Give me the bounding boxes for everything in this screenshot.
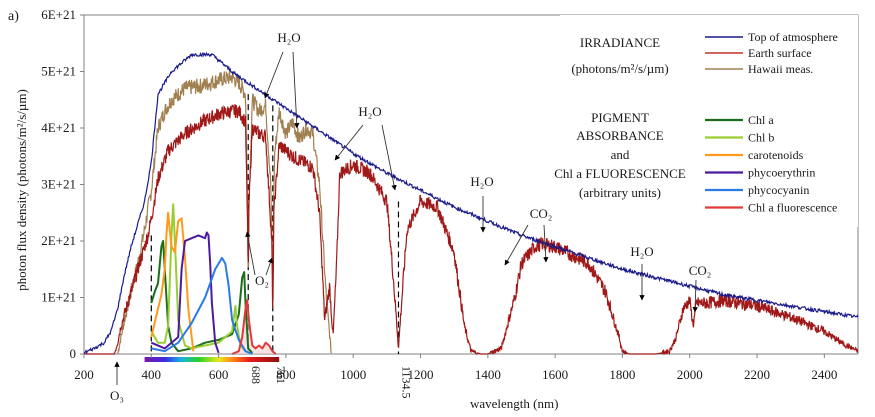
annotation-arrow [692, 279, 698, 313]
legend-irradiance-text: IRRADIANCE (photons/m²/s/µm) [571, 35, 668, 76]
y-tick-label: 5E+21 [41, 64, 76, 79]
annotation-arrow [543, 224, 549, 263]
pigment-line-chl-b [150, 203, 247, 352]
legend-entry-label: Chl a [748, 113, 774, 127]
dashed-reference-lines [150, 94, 400, 354]
special-x-label: 1134.5 [399, 366, 413, 399]
series-layer [84, 51, 859, 356]
annotation-arrow [245, 231, 256, 276]
legend-entry-label: carotenoids [748, 148, 804, 162]
y-tick-label: 6E+21 [41, 7, 76, 22]
x-tick-label: 600 [209, 367, 229, 382]
legend-entry-label: Hawaii meas. [748, 62, 813, 76]
annotation-label: O₃ [110, 388, 124, 403]
legend-entry-label: phycoerythrin [748, 166, 815, 180]
annotation-arrow [381, 124, 397, 191]
pigment-line-carotenoids [150, 211, 195, 352]
annotation-label: H₂O [277, 30, 300, 45]
annotation-arrow [265, 257, 273, 276]
x-tick-label: 400 [142, 367, 162, 382]
legend-pigment-line-3: and [611, 147, 630, 162]
annotation-label: O₂ [255, 273, 269, 288]
x-tick-label: 1000 [340, 367, 366, 382]
pigment-line-chl-a-fluorescence [231, 299, 277, 355]
annotation-label: CO₂ [689, 263, 712, 278]
y-tick-label: 0 [70, 346, 77, 361]
annotation-layer: H₂O H₂O H₂O CO₂ H₂O CO₂ O₂ O₃ [110, 30, 711, 403]
legend-irradiance-title: IRRADIANCE [580, 35, 660, 50]
x-tick-label: 800 [276, 367, 296, 382]
axes-layer: 200 400 600 800 1000 1200 1400 1600 1800 2000 2200… [41, 7, 837, 399]
y-tick-label: 4E+21 [41, 120, 76, 135]
annotation-label: H₂O [470, 174, 493, 189]
y-tick-label: 2E+21 [41, 233, 76, 248]
series-line-top-of-atmosphere [84, 51, 859, 355]
y-tick-label: 1E+21 [41, 290, 76, 305]
x-tick-label: 2200 [744, 367, 770, 382]
x-tick-label: 200 [74, 367, 94, 382]
pigment-layer [150, 203, 277, 355]
x-tick-label: 1200 [408, 367, 434, 382]
y-axis-label: photon flux density (photons/m²/s/µm) [14, 89, 29, 291]
annotation-arrow [504, 224, 529, 266]
x-tick-label: 2000 [677, 367, 703, 382]
fluorescence-fill [232, 300, 276, 354]
series-line-hawaii-meas- [117, 70, 332, 355]
x-tick-label: 1600 [542, 367, 568, 382]
legend-pigment-line-1: PIGMENT [591, 110, 649, 125]
x-tick-label: 1800 [609, 367, 635, 382]
annotation-arrow [292, 51, 300, 129]
legend-entry-label: Top of atmosphere [748, 30, 838, 44]
y-tick-label: 3E+21 [41, 177, 76, 192]
legend-entry-label: Chl a fluorescence [748, 201, 837, 215]
visible-spectrum-bar [144, 357, 280, 362]
special-x-label: 688 [249, 366, 263, 384]
legend-entry-label: phycocyanin [748, 183, 809, 197]
annotation-label: CO₂ [530, 206, 553, 221]
legend-entry-label: Earth surface [748, 46, 812, 60]
annotation-arrow [264, 51, 284, 99]
legend-pigment-text: PIGMENT ABSORBANCE and Chl a FLUORESCENC… [554, 110, 686, 200]
special-x-label: 761 [274, 366, 288, 384]
annotation-label: H₂O [630, 244, 653, 259]
legend-layer: Top of atmosphere Earth surface Hawaii mea… [560, 15, 858, 227]
legend-irradiance-units: (photons/m²/s/µm) [571, 61, 668, 76]
legend-pigment-line-4: Chl a FLUORESCENCE [554, 166, 686, 181]
legend-pigment-line-5: (arbitrary units) [579, 185, 661, 200]
x-tick-label: 1400 [475, 367, 501, 382]
annotation-label: H₂O [358, 104, 381, 119]
visible-spectrum-band [144, 357, 280, 362]
pigment-line-phycoerythrin [150, 231, 220, 354]
pigment-line-phycocyanin [151, 256, 253, 355]
legend-entry-label: Chl b [748, 131, 774, 145]
panel-label: a) [8, 9, 19, 24]
x-tick-label: 2400 [811, 367, 837, 382]
annotation-arrow [334, 124, 364, 161]
x-axis-label: wavelength (nm) [470, 396, 558, 411]
legend-pigment-line-2: ABSORBANCE [576, 128, 663, 143]
